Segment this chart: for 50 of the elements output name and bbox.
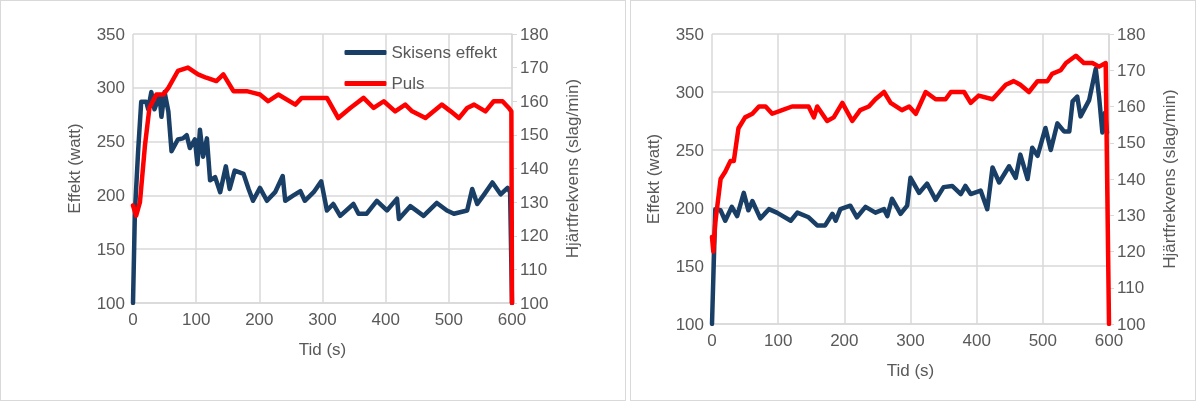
y-axis-title: Effekt (watt) [65,123,84,214]
y2-axis-title: Hjärtfrekvens (slag/min) [1160,89,1179,269]
y-tick-label: 350 [675,24,704,44]
x-tick-label: 400 [371,310,400,329]
x-tick-label: 200 [245,310,274,329]
y2-tick-label: 160 [520,91,549,111]
x-tick-label: 100 [181,310,211,329]
y2-tick-label: 120 [520,226,549,246]
y-tick-label: 150 [675,256,704,276]
x-tick-label: 0 [128,310,138,329]
y-tick-label: 300 [675,82,704,102]
y-tick-label: 350 [96,24,125,44]
x-tick-label: 500 [1028,331,1058,350]
y-tick-label: 200 [675,198,704,218]
y2-tick-label: 130 [520,192,549,212]
x-tick-label: 300 [308,310,337,329]
x-tick-label: 200 [830,331,859,350]
y-tick-label: 100 [96,293,125,313]
legend-label: Skisens effekt [391,43,498,62]
y2-tick-label: 140 [520,159,549,178]
x-tick-label: 600 [1094,331,1124,350]
x-tick-label: 400 [962,331,991,350]
y2-tick-label: 110 [520,259,548,279]
y-tick-label: 300 [96,78,125,98]
y2-tick-label: 150 [520,125,549,145]
y2-tick-label: 120 [1117,242,1146,261]
y2-tick-label: 110 [1117,278,1145,298]
y2-tick-label: 170 [520,58,549,78]
x-tick-label: 100 [763,331,793,350]
y-tick-label: 200 [96,185,125,205]
x-axis-title: Tid (s) [886,361,935,380]
y2-tick-label: 150 [1117,133,1146,153]
y2-tick-label: 100 [520,293,549,313]
y2-tick-label: 170 [1117,60,1146,80]
x-tick-label: 0 [707,331,717,350]
y2-tick-label: 130 [1117,205,1146,225]
x-tick-label: 500 [434,310,464,329]
y2-axis-title: Hjärtfrekvens (slag/min) [563,78,582,259]
y-tick-label: 250 [96,132,125,152]
y2-tick-label: 160 [1117,97,1146,116]
y2-tick-label: 140 [1117,169,1146,189]
x-axis-title: Tid (s) [298,340,347,359]
y2-tick-label: 180 [1117,24,1146,44]
legend-label: Puls [391,74,425,93]
x-tick-label: 600 [497,310,527,329]
y-tick-label: 250 [675,140,704,160]
y-axis-title: Effekt (watt) [644,133,663,225]
y2-tick-label: 180 [520,24,549,44]
x-tick-label: 300 [896,331,925,350]
y-tick-label: 150 [96,239,125,259]
